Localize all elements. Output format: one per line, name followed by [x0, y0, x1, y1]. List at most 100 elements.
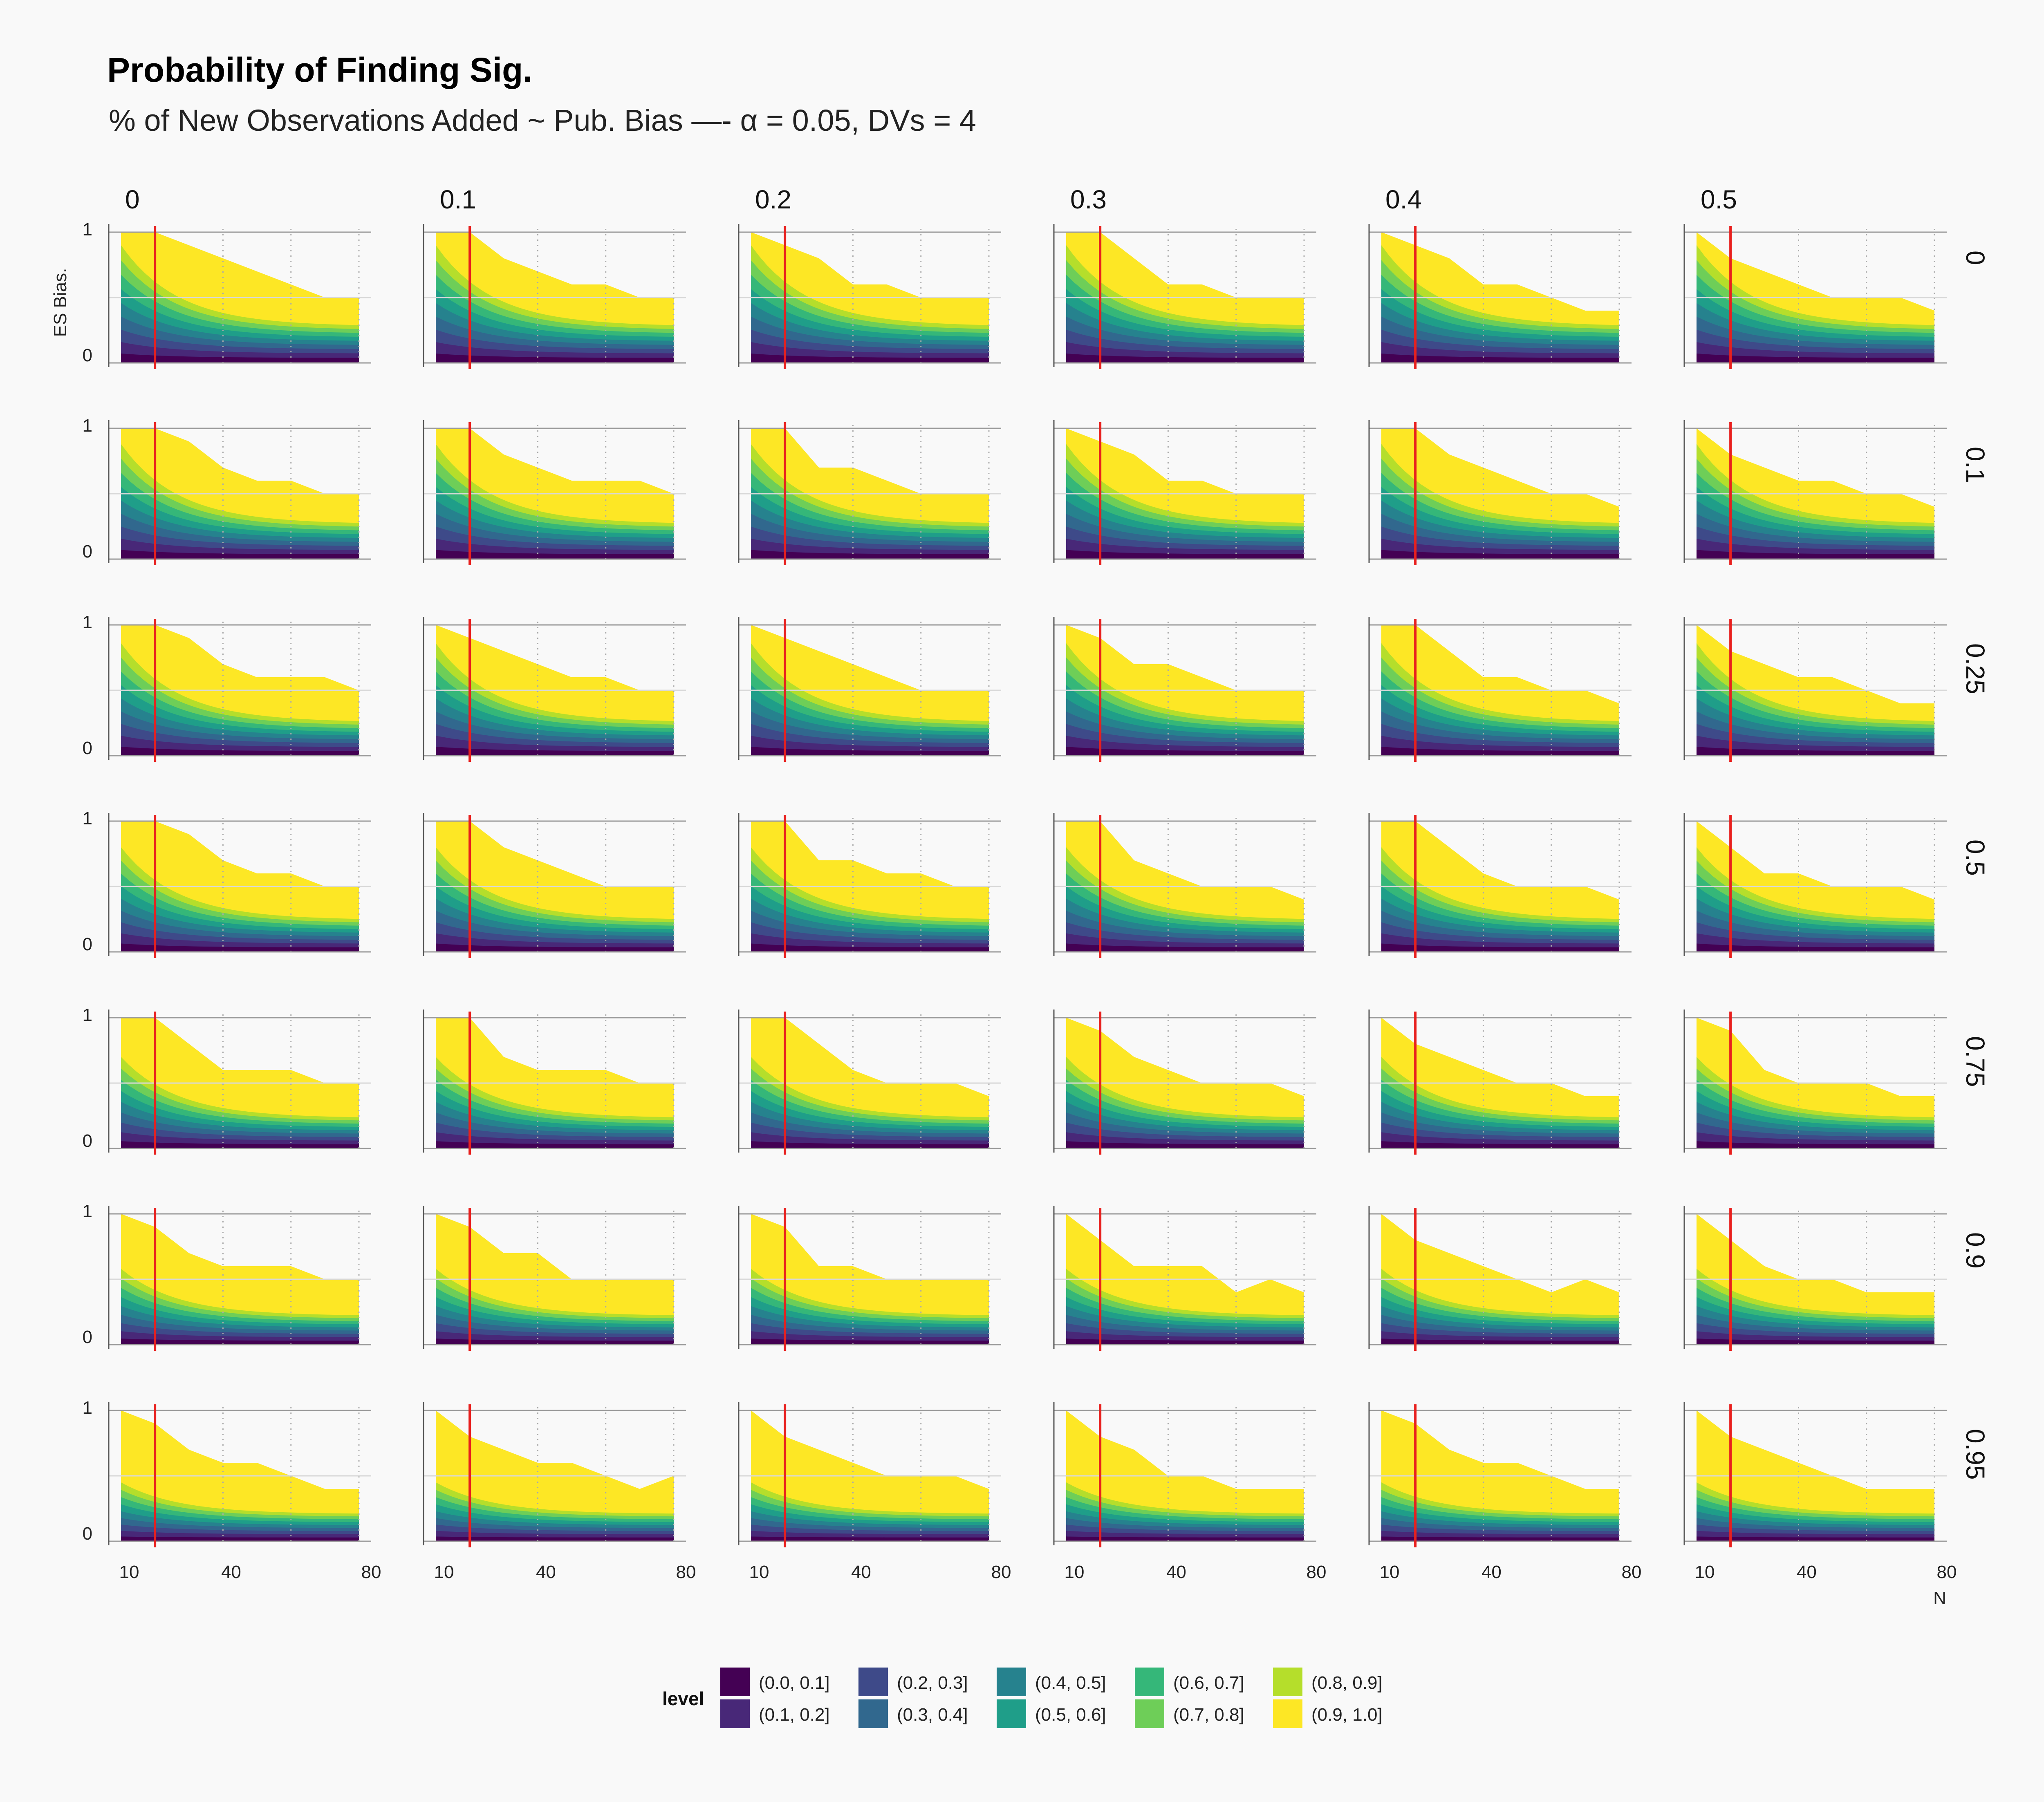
facet-panel: [108, 1010, 371, 1155]
x-tick-label: 10: [1695, 1562, 1715, 1582]
facet-panel: [1053, 420, 1316, 565]
row-facet-label: 0.95: [1961, 1429, 1990, 1480]
legend-swatch: [858, 1668, 888, 1696]
col-facet-label: 0.1: [440, 185, 476, 214]
contour-band: [751, 1536, 989, 1541]
y-tick-label: 1: [83, 612, 92, 632]
facet-panel: [1053, 813, 1316, 958]
contour-band: [436, 1339, 674, 1345]
facet-panel: [1683, 1206, 1947, 1351]
col-facet-label: 0: [125, 185, 140, 214]
legend-label: (0.7, 0.8]: [1173, 1705, 1244, 1725]
facet-panel: [738, 224, 1001, 369]
column-facet-strips: 0 0.1 0.2 0.3 0.4 0.5: [125, 185, 1737, 214]
legend-label: (0.1, 0.2]: [759, 1705, 830, 1725]
contour-band: [1697, 943, 1934, 952]
row-facet-label: 0: [1961, 251, 1990, 265]
contour-band: [751, 943, 989, 952]
facet-panel: [1683, 617, 1947, 762]
contour-band: [1066, 1536, 1304, 1541]
legend-swatch: [1273, 1668, 1302, 1696]
x-tick-label: 80: [1622, 1562, 1642, 1582]
contour-band: [1697, 353, 1934, 363]
contour-band: [436, 747, 674, 756]
x-tick-label: 80: [1307, 1562, 1327, 1582]
row-facet-label: 0.75: [1961, 1036, 1990, 1087]
y-tick-label: 1: [83, 416, 92, 436]
facet-panel: [423, 224, 686, 369]
contour-band: [1381, 353, 1619, 363]
facet-panel: [423, 420, 686, 565]
contour-band: [1697, 747, 1934, 756]
facet-panel: [1683, 420, 1947, 565]
facet-panel: [1683, 224, 1947, 369]
facet-panel: [1683, 1010, 1947, 1155]
contour-band: [121, 747, 359, 756]
contour-band: [1381, 1536, 1619, 1541]
contour-band: [1066, 353, 1304, 363]
contour-band: [436, 1536, 674, 1541]
y-tick-label: 0: [83, 542, 92, 562]
col-facet-label: 0.4: [1385, 185, 1422, 214]
contour-band: [1381, 1339, 1619, 1345]
facet-panel: [738, 813, 1001, 958]
y-tick-label: 1: [83, 1201, 92, 1221]
y-tick-label: 0: [83, 1524, 92, 1544]
x-tick-label: 10: [1380, 1562, 1400, 1582]
contour-band: [1066, 1141, 1304, 1148]
y-axis-title: ES Bias.: [50, 268, 70, 337]
contour-band: [121, 943, 359, 952]
y-tick-label: 1: [83, 808, 92, 828]
facet-panel: [1368, 420, 1632, 565]
row-facet-label: 0.5: [1961, 839, 1990, 876]
x-tick-label: 10: [119, 1562, 139, 1582]
row-facet-label: 0.9: [1961, 1232, 1990, 1269]
facet-panel: [1683, 813, 1947, 958]
x-tick-label: 40: [1797, 1562, 1817, 1582]
legend-label: (0.2, 0.3]: [897, 1673, 968, 1693]
facet-panel: [423, 1206, 686, 1351]
facet-panel: [423, 1402, 686, 1547]
facet-panel: [108, 224, 371, 369]
x-tick-label: 10: [1065, 1562, 1085, 1582]
contour-band: [1697, 1339, 1934, 1345]
legend-swatch: [1135, 1699, 1164, 1728]
facet-panel: [738, 1402, 1001, 1547]
facet-panel: [1683, 1402, 1947, 1547]
chart-subtitle: % of New Observations Added ~ Pub. Bias …: [109, 103, 976, 137]
x-tick-label: 40: [1481, 1562, 1502, 1582]
y-tick-label: 1: [83, 1005, 92, 1025]
contour-band: [1381, 1141, 1619, 1148]
x-tick-label: 10: [434, 1562, 454, 1582]
y-axis-tick-labels: 0 1 0 1 0 1 0 1 0 1 0 1 0 1: [83, 219, 92, 1544]
contour-band: [1697, 550, 1934, 559]
x-tick-label: 80: [991, 1562, 1011, 1582]
col-facet-label: 0.5: [1701, 185, 1737, 214]
row-facet-label: 0.1: [1961, 447, 1990, 483]
facet-panel: [1368, 813, 1632, 958]
contour-band: [1066, 1339, 1304, 1345]
facet-panel: [1368, 224, 1632, 369]
x-tick-label: 40: [851, 1562, 871, 1582]
facet-panel: [1368, 1206, 1632, 1351]
contour-band: [751, 1339, 989, 1345]
legend-label: (0.4, 0.5]: [1035, 1673, 1106, 1693]
contour-band: [1066, 550, 1304, 559]
x-tick-label: 80: [361, 1562, 381, 1582]
contour-band: [1697, 1141, 1934, 1148]
legend-label: (0.5, 0.6]: [1035, 1705, 1106, 1725]
facet-panel: [1053, 1402, 1316, 1547]
legend-swatch: [1135, 1668, 1164, 1696]
facet-panels: [108, 224, 1947, 1547]
contour-band: [751, 353, 989, 363]
contour-band: [1381, 550, 1619, 559]
facet-panel: [423, 1010, 686, 1155]
legend-label: (0.8, 0.9]: [1311, 1673, 1383, 1693]
legend-title: level: [662, 1688, 704, 1709]
legend: level (0.0, 0.1] (0.1, 0.2] (0.2, 0.3] (0.3…: [662, 1668, 1383, 1728]
y-tick-label: 0: [83, 1327, 92, 1347]
contour-band: [121, 550, 359, 559]
x-tick-label: 40: [536, 1562, 556, 1582]
facet-panel: [108, 420, 371, 565]
facet-panel: [423, 617, 686, 762]
